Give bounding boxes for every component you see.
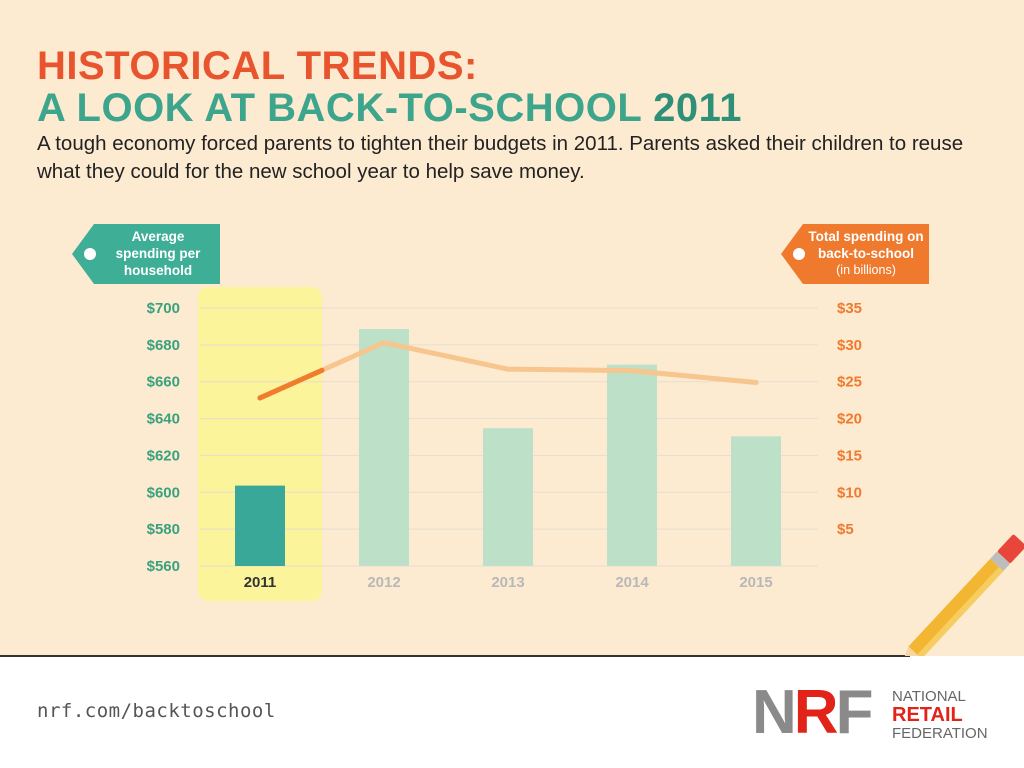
left-axis-tick: $700 <box>147 300 180 317</box>
right-axis-tick: $25 <box>837 374 862 391</box>
bar-2013 <box>483 428 533 566</box>
x-axis-tick-2011: 2011 <box>244 574 277 591</box>
chart: $560 $580 $600 $620 $640 $660 $680 $700 $5 $10 $15… <box>147 287 1024 656</box>
title-line-2: A LOOK AT BACK-TO-SCHOOL 2011 <box>37 86 742 130</box>
pencil-illustration <box>899 534 1024 656</box>
right-axis-tag-unit: (in billions) <box>836 263 896 277</box>
x-axis-tick-2014: 2014 <box>615 574 649 591</box>
highlight-band <box>198 287 322 601</box>
tag-hole-icon <box>793 248 805 260</box>
right-axis-tick: $10 <box>837 484 862 501</box>
left-axis-tag: Average spending per household <box>72 224 220 284</box>
bar-2012 <box>359 328 409 566</box>
left-axis-tick: $640 <box>147 411 180 428</box>
subtitle: A tough economy forced parents to tighte… <box>37 132 964 183</box>
x-axis-tick-2015: 2015 <box>739 574 772 591</box>
bar-2014 <box>607 364 657 566</box>
bar-2015 <box>731 436 781 566</box>
right-axis-tick: $15 <box>837 447 862 464</box>
x-axis-tick-2013: 2013 <box>491 574 524 591</box>
total-spending-line-highlight <box>257 367 325 401</box>
right-axis-tick: $30 <box>837 337 862 354</box>
left-axis-tick: $620 <box>147 447 180 464</box>
line-point-2011 <box>257 395 263 401</box>
title-line-1: HISTORICAL TRENDS: <box>37 44 478 88</box>
left-axis-tick: $680 <box>147 337 180 354</box>
footer-divider <box>0 655 910 657</box>
nrf-logo: NRF NATIONAL RETAIL FEDERATION <box>752 682 1002 746</box>
logo-line-2: RETAIL <box>892 704 963 726</box>
line-point-2012 <box>381 340 387 346</box>
line-point-2015 <box>753 379 759 385</box>
nrf-logo-mark: NRF <box>752 678 873 747</box>
x-axis-tick-2012: 2012 <box>367 574 400 591</box>
left-axis-tick: $580 <box>147 521 180 538</box>
right-axis-tick: $5 <box>837 521 854 538</box>
logo-line-3: FEDERATION <box>892 725 988 742</box>
tag-hole-icon <box>84 248 96 260</box>
line-point-2013 <box>505 366 511 372</box>
line-point-2014 <box>629 368 635 374</box>
title-year: 2011 <box>653 86 742 130</box>
footer-background <box>0 657 1024 768</box>
footer-url[interactable]: nrf.com/backtoschool <box>37 700 276 722</box>
left-axis-tick: $600 <box>147 484 180 501</box>
left-axis-tick: $560 <box>147 558 180 575</box>
right-axis-tick: $35 <box>837 300 862 317</box>
left-axis-tick: $660 <box>147 374 180 391</box>
right-axis-tag: Total spending on back-to-school (in bil… <box>781 224 929 284</box>
bar-2011 <box>235 485 285 566</box>
logo-line-1: NATIONAL <box>892 688 966 705</box>
right-axis-tick: $20 <box>837 411 862 428</box>
right-axis-tag-label: Total spending on back-to-school <box>808 229 924 261</box>
left-axis-tag-label: Average spending per household <box>115 229 201 278</box>
